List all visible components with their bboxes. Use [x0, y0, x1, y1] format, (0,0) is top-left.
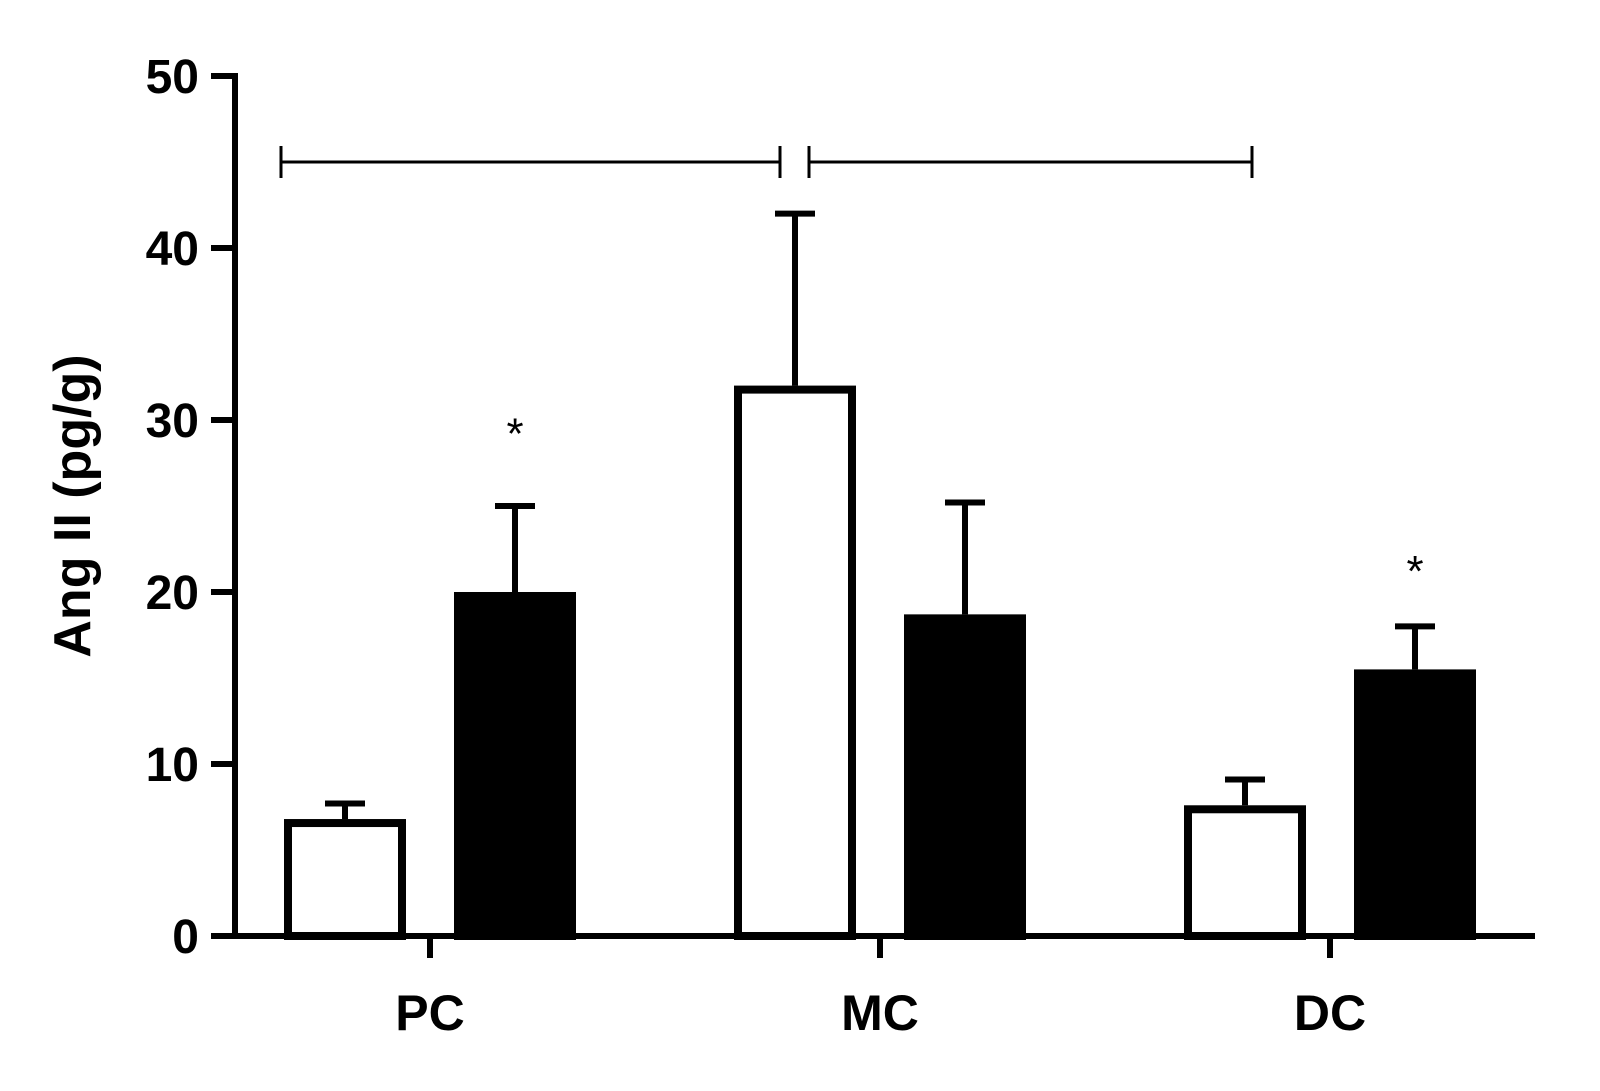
y-tick-label-10: 10 — [146, 739, 199, 792]
y-tick-label-0: 0 — [172, 911, 199, 964]
x-tick-label-dc: DC — [1294, 985, 1366, 1041]
x-tick-label-mc: MC — [841, 985, 919, 1041]
y-tick-label-30: 30 — [146, 395, 199, 448]
axes-layer: 0 10 20 30 40 50 PC MC DC — [146, 51, 1535, 1041]
annotations-layer: ** — [279, 146, 1424, 596]
y-tick-label-20: 20 — [146, 567, 199, 620]
comparison-bracket-1 — [279, 146, 782, 178]
comparison-bracket-2 — [807, 146, 1254, 178]
significance-marker-dc: * — [1406, 547, 1423, 596]
significance-marker-pc: * — [506, 410, 523, 459]
x-tick-label-pc: PC — [395, 985, 464, 1041]
y-tick-label-40: 40 — [146, 223, 199, 276]
bars-layer — [284, 210, 1476, 941]
bar-pc-black — [454, 592, 576, 940]
y-tick-label-50: 50 — [146, 51, 199, 104]
bar-dc-white — [1184, 805, 1306, 941]
bar-pc-white — [284, 819, 406, 940]
bar-mc-black — [904, 614, 1026, 940]
bar-mc-white — [734, 385, 856, 941]
y-axis-title: Ang II (pg/g) — [44, 354, 102, 657]
bar-dc-black — [1354, 669, 1476, 941]
